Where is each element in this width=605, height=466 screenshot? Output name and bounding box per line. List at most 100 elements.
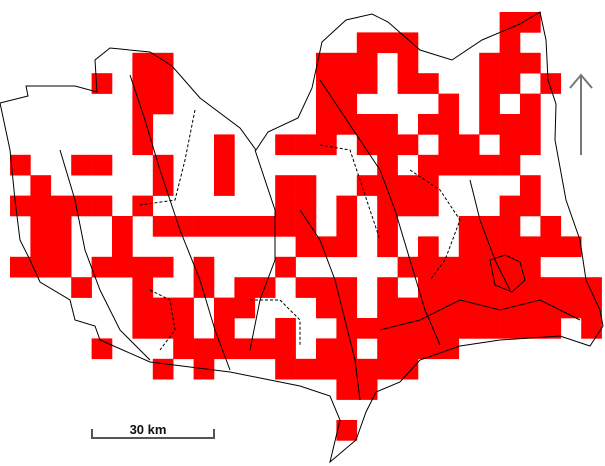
presence-cell xyxy=(152,256,174,278)
presence-cell xyxy=(356,318,378,339)
presence-cell xyxy=(336,338,358,360)
presence-cell xyxy=(540,297,562,319)
presence-cell xyxy=(438,134,460,156)
presence-cell xyxy=(377,134,398,156)
presence-cell xyxy=(132,114,154,135)
presence-cell xyxy=(377,216,398,237)
presence-cell xyxy=(418,114,439,135)
presence-cell xyxy=(193,277,215,298)
presence-cell xyxy=(30,216,52,237)
presence-cell xyxy=(479,277,500,298)
presence-cell xyxy=(71,195,92,217)
presence-cell xyxy=(479,52,500,74)
presence-cell xyxy=(520,134,541,156)
presence-cell xyxy=(560,236,582,258)
presence-cell xyxy=(316,93,337,115)
presence-cell xyxy=(479,93,500,115)
presence-cell xyxy=(458,256,480,278)
presence-cell xyxy=(397,52,419,74)
presence-cell xyxy=(91,73,113,94)
presence-cell xyxy=(520,12,541,33)
presence-cell xyxy=(91,338,113,360)
presence-cell xyxy=(193,216,215,237)
presence-cell xyxy=(540,318,562,339)
presence-cell xyxy=(234,297,256,319)
presence-cell xyxy=(520,297,541,319)
presence-cell xyxy=(377,114,398,135)
presence-cell xyxy=(418,256,439,278)
presence-cell xyxy=(10,195,31,217)
river-line xyxy=(129,74,231,371)
presence-cell xyxy=(214,338,235,360)
presence-cell xyxy=(397,175,419,196)
presence-cell xyxy=(479,154,500,176)
presence-cell xyxy=(499,195,521,217)
presence-cell xyxy=(173,216,194,237)
presence-cell xyxy=(91,195,113,217)
presence-cell xyxy=(377,338,398,360)
presence-cell xyxy=(295,277,317,298)
presence-cell xyxy=(397,195,419,217)
presence-cell xyxy=(30,195,52,217)
presence-cell xyxy=(356,134,378,156)
dashed-border xyxy=(319,144,381,241)
presence-cell xyxy=(132,297,154,319)
presence-cell xyxy=(520,277,541,298)
presence-cell xyxy=(397,73,419,94)
presence-cell xyxy=(377,297,398,319)
presence-cell xyxy=(316,297,337,319)
river-line xyxy=(469,179,511,291)
dashed-border xyxy=(149,289,176,351)
presence-cell xyxy=(499,12,521,33)
presence-cell xyxy=(71,154,92,176)
presence-cell xyxy=(356,32,378,54)
presence-cell xyxy=(152,52,174,74)
presence-cell xyxy=(50,195,72,217)
scale-bar-label: 30 km xyxy=(129,422,167,437)
presence-cell xyxy=(336,358,358,380)
presence-cell xyxy=(438,277,460,298)
presence-cell xyxy=(91,154,113,176)
presence-cell xyxy=(336,236,358,258)
border-line xyxy=(249,149,276,351)
region-outlines xyxy=(0,11,604,464)
presence-cell xyxy=(336,73,358,94)
presence-cell xyxy=(214,154,235,176)
presence-cell xyxy=(418,338,439,360)
presence-cell xyxy=(50,256,72,278)
presence-cell xyxy=(540,216,562,237)
presence-cell xyxy=(499,236,521,258)
presence-cell xyxy=(336,114,358,135)
presence-cell xyxy=(152,358,174,380)
presence-cell xyxy=(377,277,398,298)
presence-cell xyxy=(397,358,419,380)
coast-line xyxy=(379,299,581,331)
presence-cell xyxy=(520,318,541,339)
presence-cell xyxy=(173,318,194,339)
presence-cell xyxy=(193,256,215,278)
scale-bar xyxy=(91,429,215,439)
presence-cell xyxy=(499,216,521,237)
presence-cell xyxy=(275,175,296,196)
presence-cell xyxy=(132,277,154,298)
presence-cell xyxy=(173,338,194,360)
presence-cell xyxy=(458,277,480,298)
presence-cell xyxy=(132,93,154,115)
presence-cell xyxy=(458,318,480,339)
presence-cell xyxy=(152,154,174,176)
presence-cell xyxy=(418,236,439,258)
presence-cell xyxy=(214,297,235,319)
presence-cell xyxy=(10,154,31,176)
presence-cell xyxy=(438,318,460,339)
river-line xyxy=(59,149,151,361)
presence-cell xyxy=(316,338,337,360)
presence-cell xyxy=(336,379,358,400)
presence-cell xyxy=(499,318,521,339)
presence-cell xyxy=(397,338,419,360)
river-line xyxy=(319,79,441,346)
presence-cell xyxy=(295,216,317,237)
presence-cell xyxy=(316,52,337,74)
presence-cell xyxy=(499,114,521,135)
presence-cell xyxy=(499,73,521,94)
